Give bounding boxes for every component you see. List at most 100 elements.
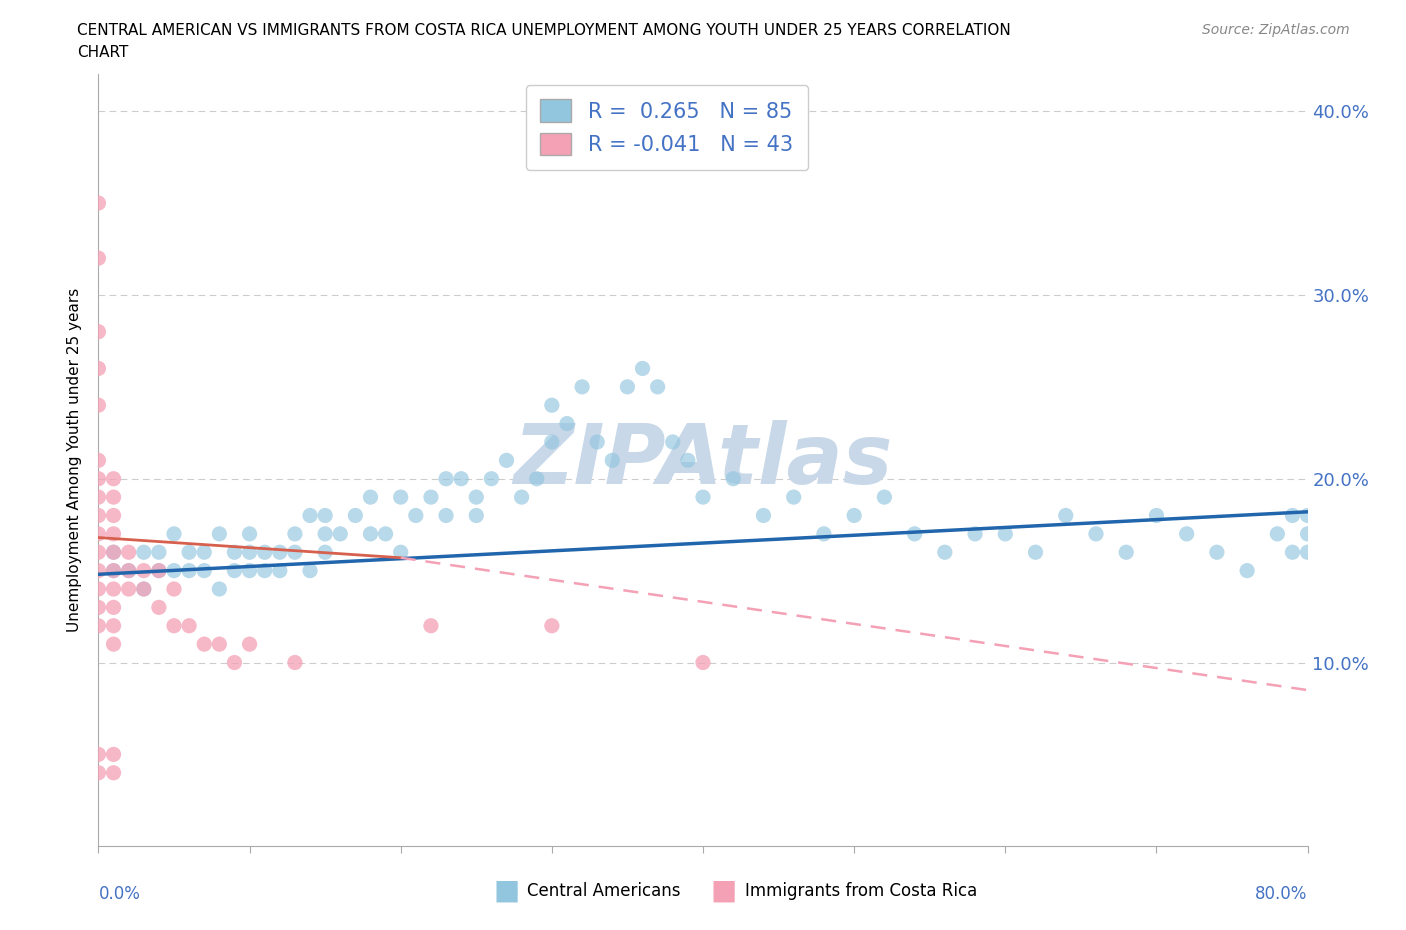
Point [103, 526, 125, 541]
Point [1054, 508, 1077, 523]
Point [148, 600, 170, 615]
Point [103, 545, 125, 560]
Point [994, 526, 1017, 541]
Point [103, 618, 125, 633]
Point [555, 416, 578, 431]
Point [253, 564, 276, 578]
Point [269, 545, 291, 560]
Point [1144, 508, 1167, 523]
Point [434, 472, 457, 486]
Point [510, 490, 533, 505]
Point [420, 490, 443, 505]
Point [103, 545, 125, 560]
Point [586, 434, 609, 449]
Point [616, 379, 638, 394]
Point [224, 655, 246, 670]
Point [1206, 545, 1229, 560]
Point [360, 490, 382, 505]
Point [118, 564, 141, 578]
Text: ■: ■ [711, 877, 737, 905]
Point [87, 251, 110, 266]
Point [1267, 526, 1289, 541]
Point [692, 490, 714, 505]
Point [163, 581, 186, 596]
Point [526, 472, 548, 486]
Point [118, 545, 141, 560]
Point [239, 526, 262, 541]
Point [224, 564, 246, 578]
Point [661, 434, 683, 449]
Point [103, 490, 125, 505]
Point [284, 526, 307, 541]
Point [676, 453, 699, 468]
Point [87, 600, 110, 615]
Point [1296, 508, 1319, 523]
Point [87, 747, 110, 762]
Point [148, 545, 170, 560]
Point [934, 545, 956, 560]
Point [87, 508, 110, 523]
Point [360, 526, 382, 541]
Point [844, 508, 866, 523]
Point [495, 453, 517, 468]
Point [87, 325, 110, 339]
Point [314, 508, 336, 523]
Point [450, 472, 472, 486]
Point [631, 361, 654, 376]
Point [132, 581, 155, 596]
Point [208, 637, 231, 652]
Point [87, 618, 110, 633]
Point [87, 453, 110, 468]
Point [103, 564, 125, 578]
Point [87, 472, 110, 486]
Point [540, 618, 562, 633]
Text: Immigrants from Costa Rica: Immigrants from Costa Rica [745, 882, 977, 900]
Point [1085, 526, 1108, 541]
Point [87, 526, 110, 541]
Point [1236, 564, 1258, 578]
Point [1296, 545, 1319, 560]
Point [118, 564, 141, 578]
Text: ■: ■ [494, 877, 519, 905]
Text: Central Americans: Central Americans [527, 882, 681, 900]
Point [465, 490, 488, 505]
Point [103, 564, 125, 578]
Point [344, 508, 367, 523]
Point [87, 361, 110, 376]
Point [87, 564, 110, 578]
Point [465, 508, 488, 523]
Point [965, 526, 987, 541]
Point [87, 765, 110, 780]
Point [103, 508, 125, 523]
Point [813, 526, 835, 541]
Point [179, 564, 201, 578]
Point [148, 564, 170, 578]
Point [420, 618, 443, 633]
Point [103, 765, 125, 780]
Point [132, 564, 155, 578]
Point [284, 655, 307, 670]
Point [299, 508, 322, 523]
Point [1024, 545, 1046, 560]
Point [284, 545, 307, 560]
Point [783, 490, 806, 505]
Point [239, 545, 262, 560]
Text: Source: ZipAtlas.com: Source: ZipAtlas.com [1202, 23, 1350, 37]
Point [752, 508, 775, 523]
Legend: R =  0.265   N = 85, R = -0.041   N = 43: R = 0.265 N = 85, R = -0.041 N = 43 [526, 85, 808, 170]
Point [692, 655, 714, 670]
Point [1281, 545, 1303, 560]
Point [148, 564, 170, 578]
Point [253, 545, 276, 560]
Text: ZIPAtlas: ZIPAtlas [513, 419, 893, 501]
Point [647, 379, 669, 394]
Point [1281, 508, 1303, 523]
Text: CHART: CHART [77, 45, 129, 60]
Point [434, 508, 457, 523]
Point [87, 398, 110, 413]
Y-axis label: Unemployment Among Youth under 25 years: Unemployment Among Youth under 25 years [67, 288, 83, 632]
Point [1115, 545, 1137, 560]
Point [1296, 526, 1319, 541]
Point [163, 526, 186, 541]
Point [179, 618, 201, 633]
